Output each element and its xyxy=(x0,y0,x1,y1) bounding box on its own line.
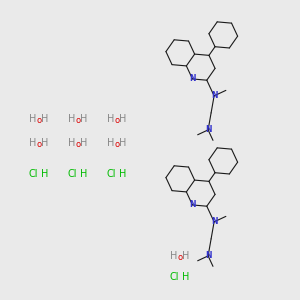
Text: H: H xyxy=(41,114,48,124)
Text: H: H xyxy=(68,138,75,148)
Text: H: H xyxy=(80,138,87,148)
Text: H: H xyxy=(29,138,36,148)
Text: Cl: Cl xyxy=(29,169,38,179)
Text: N: N xyxy=(189,74,196,83)
Text: N: N xyxy=(189,200,196,209)
Text: H: H xyxy=(29,114,36,124)
Text: H: H xyxy=(170,250,177,261)
Text: o: o xyxy=(177,253,183,262)
Text: o: o xyxy=(75,140,81,149)
Text: H: H xyxy=(119,169,126,179)
Text: o: o xyxy=(114,140,120,149)
Text: H: H xyxy=(182,250,189,261)
Text: H: H xyxy=(41,138,48,148)
Text: o: o xyxy=(114,116,120,125)
Text: H: H xyxy=(80,169,87,179)
Text: N: N xyxy=(205,251,211,260)
Text: N: N xyxy=(211,218,217,226)
Text: o: o xyxy=(36,140,42,149)
Text: H: H xyxy=(107,114,114,124)
Text: o: o xyxy=(75,116,81,125)
Text: H: H xyxy=(107,138,114,148)
Text: H: H xyxy=(119,114,126,124)
Text: Cl: Cl xyxy=(68,169,77,179)
Text: H: H xyxy=(41,169,48,179)
Text: Cl: Cl xyxy=(170,272,179,283)
Text: N: N xyxy=(205,125,211,134)
Text: Cl: Cl xyxy=(107,169,116,179)
Text: N: N xyxy=(211,92,217,100)
Text: H: H xyxy=(182,272,189,283)
Text: H: H xyxy=(80,114,87,124)
Text: H: H xyxy=(68,114,75,124)
Text: o: o xyxy=(36,116,42,125)
Text: H: H xyxy=(119,138,126,148)
